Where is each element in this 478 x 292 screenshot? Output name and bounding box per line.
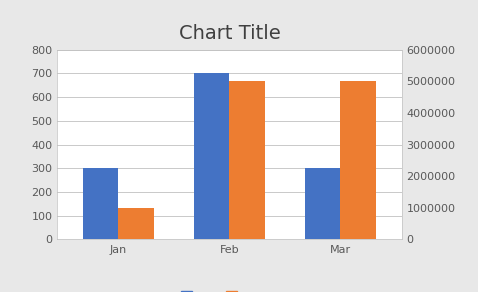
Bar — [229, 81, 265, 239]
Bar — [340, 81, 376, 239]
Legend: Tea, Coffee: Tea, Coffee — [176, 287, 282, 292]
Bar — [305, 168, 340, 239]
Bar — [119, 208, 154, 239]
Title: Chart Title: Chart Title — [179, 24, 280, 43]
Bar — [83, 168, 119, 239]
Bar — [194, 73, 229, 239]
